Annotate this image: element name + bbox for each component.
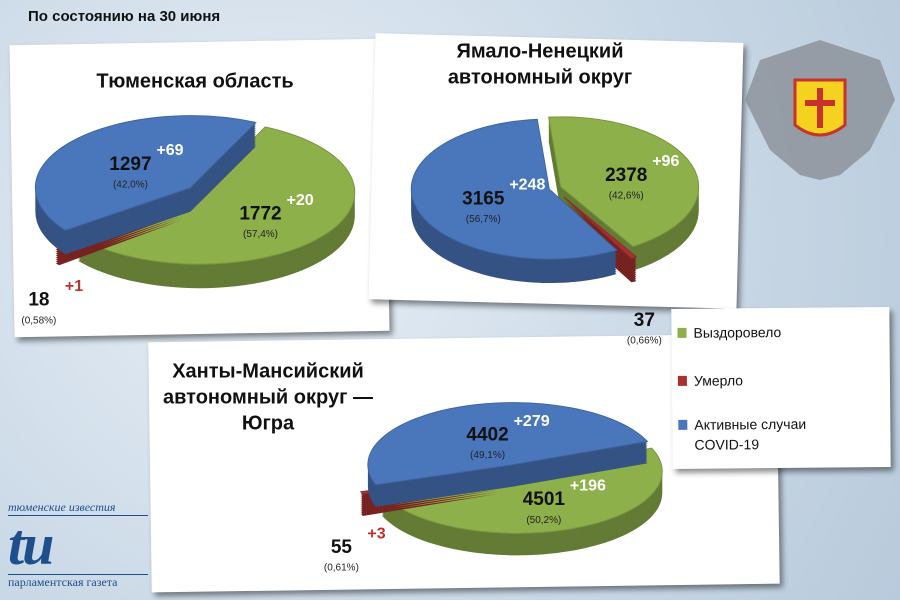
slice-top <box>367 402 649 486</box>
percent-label: (56,7%) <box>466 214 501 225</box>
percent-label: (0,58%) <box>21 315 56 326</box>
percent-label: (0,66%) <box>627 335 662 346</box>
change-label: +1 <box>65 278 83 295</box>
slice-side <box>55 216 181 262</box>
logo: тюменские известия tu парламентская газе… <box>8 500 148 590</box>
value-label: 4402 <box>466 425 508 446</box>
slice-top <box>76 126 356 265</box>
change-label: +20 <box>287 192 314 209</box>
header: По состоянию на 30 июня <box>28 8 221 25</box>
change-label: +69 <box>156 142 183 159</box>
pie-slice <box>410 118 618 284</box>
chart-title: Ямало-Ненецкий <box>456 40 623 62</box>
percent-label: (49,1%) <box>470 450 505 461</box>
slice-top <box>548 116 700 248</box>
percent-label: (57,4%) <box>243 229 278 240</box>
chart-title: автономный округ — <box>163 386 373 408</box>
percent-label: (42,0%) <box>113 180 148 191</box>
value-label: 1297 <box>109 154 151 175</box>
pie-slice <box>34 115 257 255</box>
slice-side <box>55 214 181 260</box>
change-label: +196 <box>570 477 606 494</box>
chart-title: Тюменская область <box>96 70 293 92</box>
value-label: 55 <box>331 537 353 558</box>
percent-label: (50,2%) <box>526 515 561 526</box>
pie-slice <box>548 116 700 271</box>
slice-top <box>34 115 257 231</box>
slice-side <box>360 491 499 515</box>
change-label: +3 <box>367 525 385 542</box>
slice-side <box>360 493 499 517</box>
value-label: 18 <box>28 290 49 311</box>
value-label: 3165 <box>462 188 505 209</box>
value-label: 1772 <box>239 204 281 225</box>
pie-slice <box>367 402 649 507</box>
value-label: 37 <box>634 310 655 331</box>
change-label: +279 <box>514 413 550 430</box>
value-label: 2378 <box>605 165 647 186</box>
pie-slice <box>380 447 663 556</box>
chart-title: автономный округ <box>448 66 632 88</box>
logo-bottom: парламентская газета <box>8 574 148 590</box>
logo-mark: tu <box>8 512 54 577</box>
chart-title: Ханты-Мансийский <box>172 360 364 382</box>
value-label: 4501 <box>523 489 566 510</box>
slice-top <box>563 196 638 259</box>
logo-top: тюменские известия <box>8 500 148 516</box>
change-label: +96 <box>652 153 679 170</box>
change-label: +248 <box>509 177 545 194</box>
emblem <box>745 40 895 180</box>
percent-label: (0,61%) <box>324 563 359 574</box>
pie-slice <box>76 126 356 289</box>
slice-top <box>410 118 618 260</box>
chart-title: Югра <box>242 412 295 434</box>
slice-side <box>360 489 499 513</box>
slice-side <box>55 220 181 266</box>
slice-side <box>55 218 181 264</box>
percent-label: (42,6%) <box>609 191 644 202</box>
